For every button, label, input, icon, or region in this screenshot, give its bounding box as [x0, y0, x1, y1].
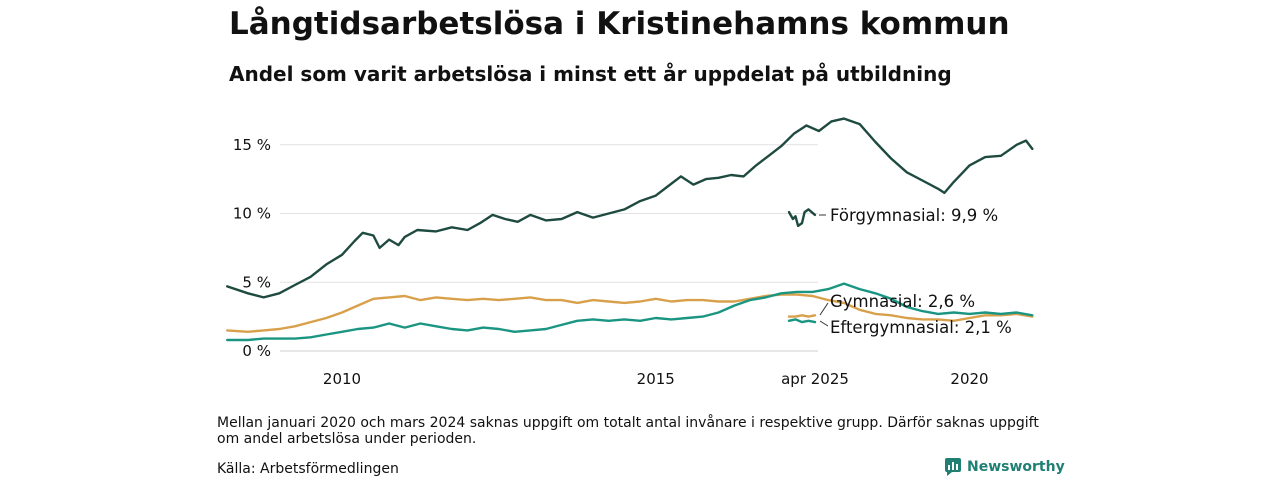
end-label-eftergymnasial: Eftergymnasial: 2,1 % [830, 318, 1012, 337]
series-line-eftergymnasial [787, 318, 817, 324]
newsworthy-logo-text: Newsworthy [967, 459, 1065, 475]
series-line-forgymnasial [226, 117, 1034, 299]
y-tick-label: 5 % [242, 273, 271, 291]
series-forgymnasial [226, 117, 1034, 299]
series-line-gymnasial [787, 314, 817, 318]
newsworthy-logo-icon [945, 458, 961, 476]
series-line-eftergymnasial [226, 282, 1034, 342]
series-line-gymnasial [226, 293, 1034, 333]
series-eftergymnasial [226, 282, 1034, 342]
source-text: Källa: Arbetsförmedlingen [217, 461, 399, 477]
y-axis: 0 % 5 % 10 % 15 % [233, 136, 271, 360]
y-tick-label: 15 % [233, 136, 271, 154]
x-tick-label: 2020 [950, 370, 988, 388]
newsworthy-logo: Newsworthy [945, 458, 1065, 476]
series-lines [226, 117, 1034, 342]
series-gymnasial [226, 293, 1034, 333]
x-axis: 2010 2015 2020 apr 2025 [323, 370, 989, 388]
x-tick-label: apr 2025 [781, 370, 849, 388]
series-line-forgymnasial [787, 208, 817, 228]
end-label-forgymnasial: Förgymnasial: 9,9 % [830, 206, 998, 225]
chart-title: Långtidsarbetslösa i Kristinehamns kommu… [229, 6, 1010, 42]
y-tick-label: 10 % [233, 205, 271, 223]
line-chart: 0 % 5 % 10 % 15 % 2010 2015 2020 apr 2025 Förg… [226, 117, 1034, 388]
end-labels: Förgymnasial: 9,9 % Gymnasial: 2,6 % Efter… [819, 206, 1012, 337]
label-leader-line [819, 302, 829, 316]
end-label-gymnasial: Gymnasial: 2,6 % [830, 292, 975, 311]
footnote: Mellan januari 2020 och mars 2024 saknas… [217, 415, 1039, 447]
x-tick-label: 2015 [637, 370, 675, 388]
label-leader-line [819, 320, 829, 327]
chart-subtitle: Andel som varit arbetslösa i minst ett å… [229, 62, 952, 86]
x-tick-label: 2010 [323, 370, 361, 388]
y-tick-label: 0 % [242, 342, 271, 360]
grid-lines [280, 144, 818, 352]
